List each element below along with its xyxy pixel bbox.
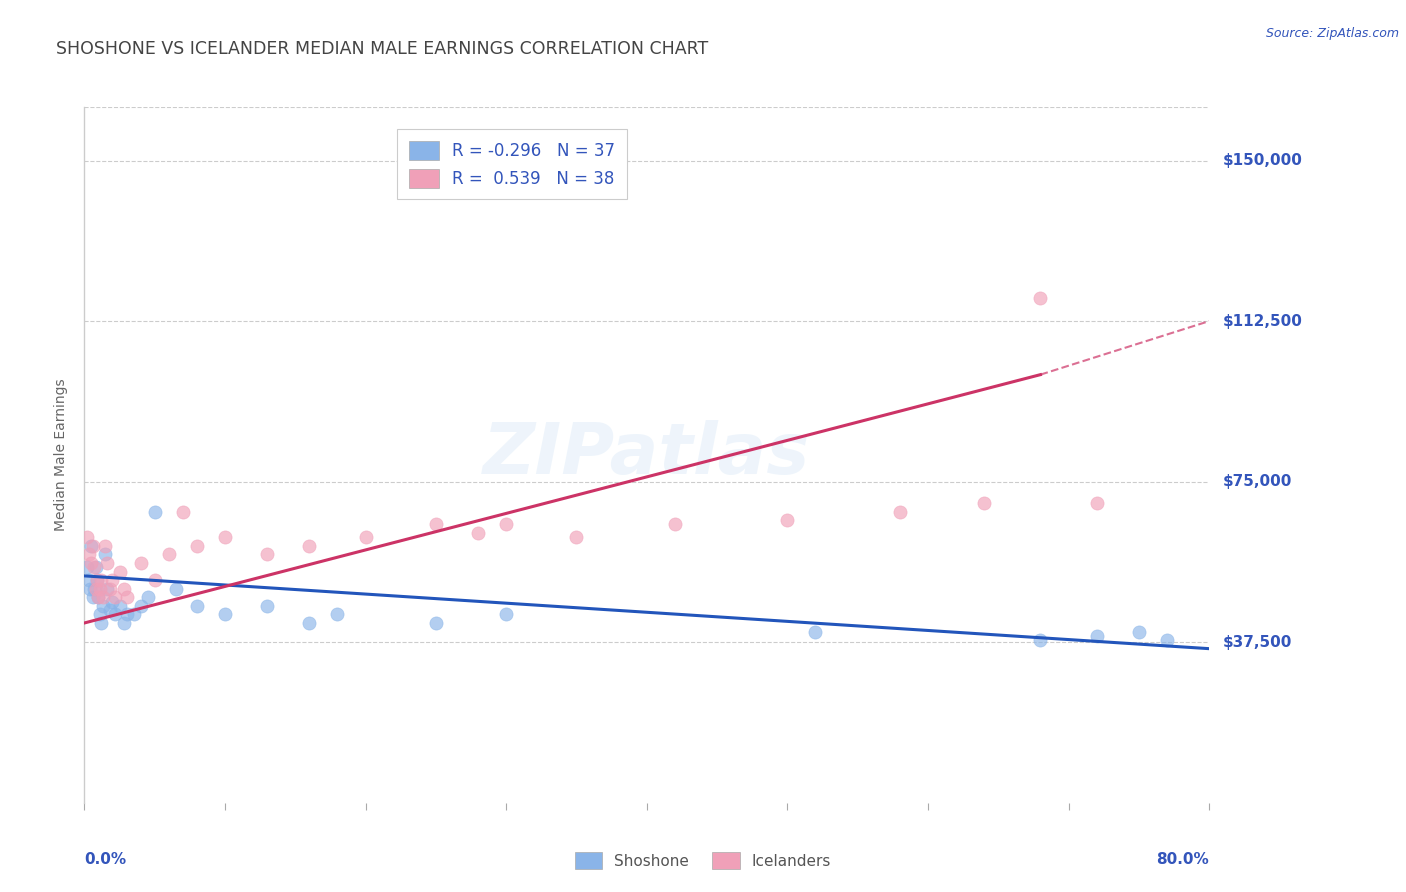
Point <box>256 599 278 613</box>
Point <box>89 607 111 622</box>
Point <box>664 517 686 532</box>
Point <box>889 505 911 519</box>
Point <box>425 517 447 532</box>
Text: SHOSHONE VS ICELANDER MEDIAN MALE EARNINGS CORRELATION CHART: SHOSHONE VS ICELANDER MEDIAN MALE EARNIN… <box>56 40 709 58</box>
Point <box>354 530 377 544</box>
Point <box>298 615 321 630</box>
Y-axis label: Median Male Earnings: Median Male Earnings <box>53 378 67 532</box>
Point <box>1156 633 1178 648</box>
Point <box>96 582 118 596</box>
Point <box>91 599 114 613</box>
Point <box>425 615 447 630</box>
Point <box>1029 633 1052 648</box>
Point <box>104 607 127 622</box>
Point <box>115 591 138 605</box>
Point <box>157 548 180 562</box>
Point <box>84 582 107 596</box>
Text: 0.0%: 0.0% <box>84 852 127 867</box>
Point <box>86 573 108 587</box>
Point <box>91 591 114 605</box>
Point <box>80 556 103 570</box>
Point <box>94 539 117 553</box>
Point <box>90 573 112 587</box>
Point <box>186 599 208 613</box>
Point <box>122 607 145 622</box>
Point <box>1085 629 1108 643</box>
Point <box>326 607 349 622</box>
Point <box>98 603 121 617</box>
Text: $37,500: $37,500 <box>1223 635 1292 649</box>
Point <box>94 548 117 562</box>
Point <box>172 505 194 519</box>
Point <box>565 530 588 544</box>
Point <box>165 582 187 596</box>
Point <box>1128 624 1150 639</box>
Point <box>256 548 278 562</box>
Text: 80.0%: 80.0% <box>1156 852 1209 867</box>
Point <box>214 607 236 622</box>
Point <box>112 582 135 596</box>
Text: Source: ZipAtlas.com: Source: ZipAtlas.com <box>1265 27 1399 40</box>
Point <box>115 607 138 622</box>
Point <box>80 539 103 553</box>
Point <box>186 539 208 553</box>
Point <box>108 565 131 579</box>
Point <box>495 517 517 532</box>
Point <box>77 548 100 562</box>
Point <box>129 599 152 613</box>
Point <box>776 513 799 527</box>
Point <box>82 591 104 605</box>
Point <box>89 582 111 596</box>
Point <box>86 573 108 587</box>
Legend: Shoshone, Icelanders: Shoshone, Icelanders <box>568 846 838 875</box>
Legend: R = -0.296   N = 37, R =  0.539   N = 38: R = -0.296 N = 37, R = 0.539 N = 38 <box>396 129 627 200</box>
Point <box>214 530 236 544</box>
Point <box>79 582 101 596</box>
Point <box>87 591 110 605</box>
Point <box>87 591 110 605</box>
Point <box>90 615 112 630</box>
Point <box>104 591 127 605</box>
Point <box>84 560 107 574</box>
Point <box>1029 291 1052 305</box>
Point <box>298 539 321 553</box>
Point <box>804 624 827 639</box>
Point <box>83 582 105 596</box>
Point <box>83 560 105 574</box>
Point <box>101 573 124 587</box>
Text: $75,000: $75,000 <box>1223 475 1292 489</box>
Point <box>108 599 131 613</box>
Point <box>1085 496 1108 510</box>
Point <box>143 573 166 587</box>
Point <box>76 560 98 574</box>
Point <box>136 591 159 605</box>
Point <box>96 556 118 570</box>
Point <box>76 530 98 544</box>
Point <box>101 594 124 608</box>
Point <box>495 607 517 622</box>
Point <box>112 615 135 630</box>
Point <box>973 496 995 510</box>
Point <box>143 505 166 519</box>
Point <box>129 556 152 570</box>
Text: ZIPatlas: ZIPatlas <box>484 420 810 490</box>
Text: $112,500: $112,500 <box>1223 314 1303 328</box>
Point <box>77 573 100 587</box>
Point <box>467 526 489 541</box>
Point <box>98 582 121 596</box>
Point <box>82 539 104 553</box>
Text: $150,000: $150,000 <box>1223 153 1303 168</box>
